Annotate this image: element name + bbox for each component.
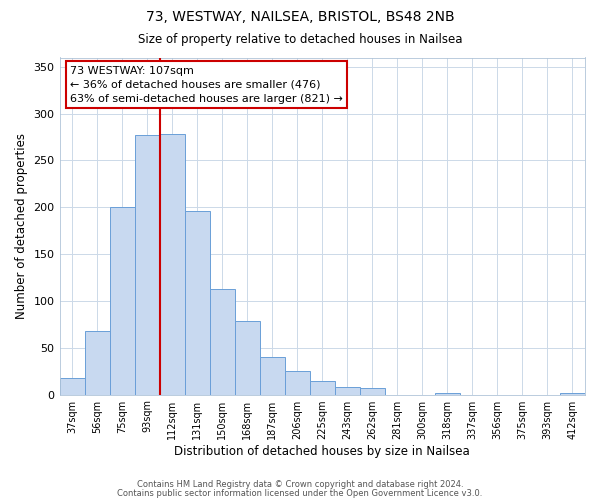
Text: Contains HM Land Registry data © Crown copyright and database right 2024.: Contains HM Land Registry data © Crown c… xyxy=(137,480,463,489)
Text: 73 WESTWAY: 107sqm
← 36% of detached houses are smaller (476)
63% of semi-detach: 73 WESTWAY: 107sqm ← 36% of detached hou… xyxy=(70,66,343,104)
Text: Size of property relative to detached houses in Nailsea: Size of property relative to detached ho… xyxy=(138,32,462,46)
Bar xyxy=(310,382,335,394)
Bar xyxy=(160,134,185,394)
Bar xyxy=(235,320,260,394)
Bar xyxy=(59,378,85,394)
Bar xyxy=(435,392,460,394)
Bar xyxy=(85,331,110,394)
Bar xyxy=(335,387,360,394)
Text: Contains public sector information licensed under the Open Government Licence v3: Contains public sector information licen… xyxy=(118,488,482,498)
X-axis label: Distribution of detached houses by size in Nailsea: Distribution of detached houses by size … xyxy=(175,444,470,458)
Bar xyxy=(110,208,134,394)
Text: 73, WESTWAY, NAILSEA, BRISTOL, BS48 2NB: 73, WESTWAY, NAILSEA, BRISTOL, BS48 2NB xyxy=(146,10,454,24)
Bar xyxy=(285,371,310,394)
Bar xyxy=(209,289,235,395)
Y-axis label: Number of detached properties: Number of detached properties xyxy=(15,133,28,319)
Bar xyxy=(560,392,585,394)
Bar xyxy=(185,211,209,394)
Bar xyxy=(134,135,160,394)
Bar xyxy=(360,388,385,394)
Bar xyxy=(260,357,285,395)
